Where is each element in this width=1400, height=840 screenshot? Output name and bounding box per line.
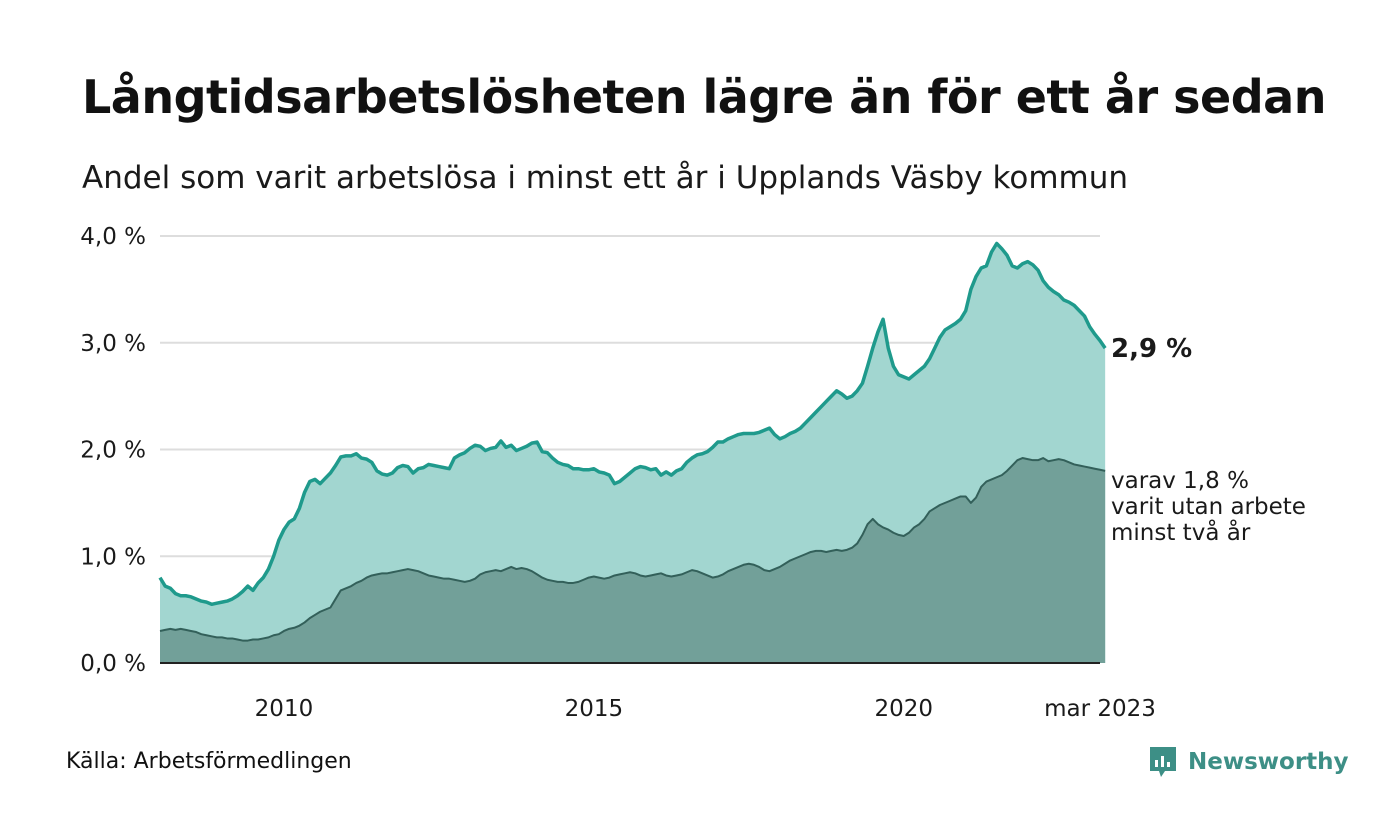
x-tick-label: 2020 <box>874 696 933 722</box>
source-note: Källa: Arbetsförmedlingen <box>66 749 352 774</box>
y-tick-label: 3,0 % <box>80 331 146 357</box>
y-tick-label: 1,0 % <box>80 544 146 570</box>
x-tick-label: 2015 <box>565 696 624 722</box>
two-year-label-line: minst två år <box>1111 518 1251 546</box>
chart-subtitle: Andel som varit arbetslösa i minst ett å… <box>82 160 1129 196</box>
line-two-year <box>159 457 1106 642</box>
line-total <box>158 241 1107 607</box>
axes: 0,0 % 1,0 % 2,0 % 3,0 % 4,0 % 2010 2015 2020 mar… <box>80 224 1156 722</box>
x-tick-label: 2010 <box>255 696 314 722</box>
chart-areas <box>160 243 1106 663</box>
newsworthy-logo-icon <box>1150 747 1176 777</box>
chart-lines <box>158 241 1107 642</box>
total-value-label: 2,9 % <box>1111 334 1192 364</box>
two-year-label-line: varit utan arbete <box>1111 494 1306 520</box>
y-tick-label: 2,0 % <box>80 438 146 464</box>
x-tick-label: mar 2023 <box>1044 696 1156 722</box>
y-tick-label: 4,0 % <box>80 224 146 250</box>
brand-name: Newsworthy <box>1188 749 1349 775</box>
chart-title: Långtidsarbetslösheten lägre än för ett … <box>82 70 1326 124</box>
area-two-year <box>160 458 1106 663</box>
newsworthy-logo[interactable]: Newsworthy <box>1148 745 1349 779</box>
y-tick-label: 0,0 % <box>80 651 146 677</box>
two-year-label-line: varav 1,8 % <box>1111 468 1249 494</box>
